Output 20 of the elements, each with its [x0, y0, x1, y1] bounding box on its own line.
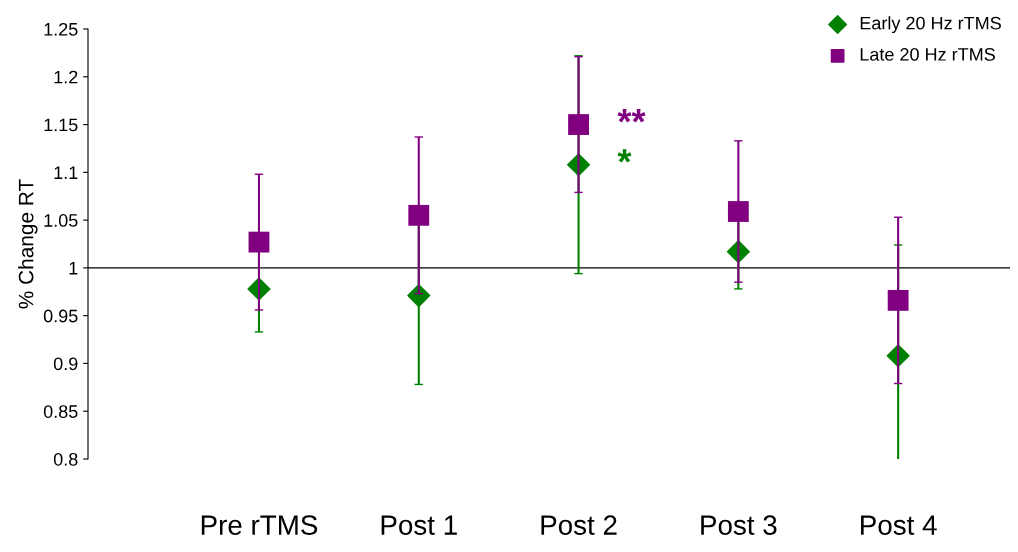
y-tick-label: 1.25: [44, 22, 78, 36]
x-tick-label: Post 3: [701, 515, 777, 535]
y-tick-label: 1.05: [44, 214, 78, 227]
legend-label: Late 20 Hz rTMS: [860, 48, 995, 61]
x-tick-label: Pre rTMS: [201, 515, 318, 535]
y-tick-label: 1.1: [54, 166, 78, 179]
legend-label: Early 20 Hz rTMS: [860, 16, 1001, 34]
y-tick-label: 0.8: [53, 452, 78, 466]
y-tick-label: 1: [69, 262, 78, 275]
annotation: *: [617, 149, 632, 163]
y-axis-title: % Change RT: [18, 179, 38, 309]
x-tick-label: Post 1: [381, 515, 457, 535]
y-tick-label: 1.2: [54, 70, 78, 84]
annotation: **: [617, 109, 646, 123]
y-tick-label: 0.85: [43, 405, 78, 418]
y-tick-label: 0.95: [43, 309, 78, 323]
x-tick-label: Post 4: [861, 515, 937, 535]
y-tick-label: 0.9: [53, 357, 78, 371]
y-tick-label: 1.15: [44, 118, 78, 132]
x-tick-label: Post 2: [541, 515, 617, 535]
